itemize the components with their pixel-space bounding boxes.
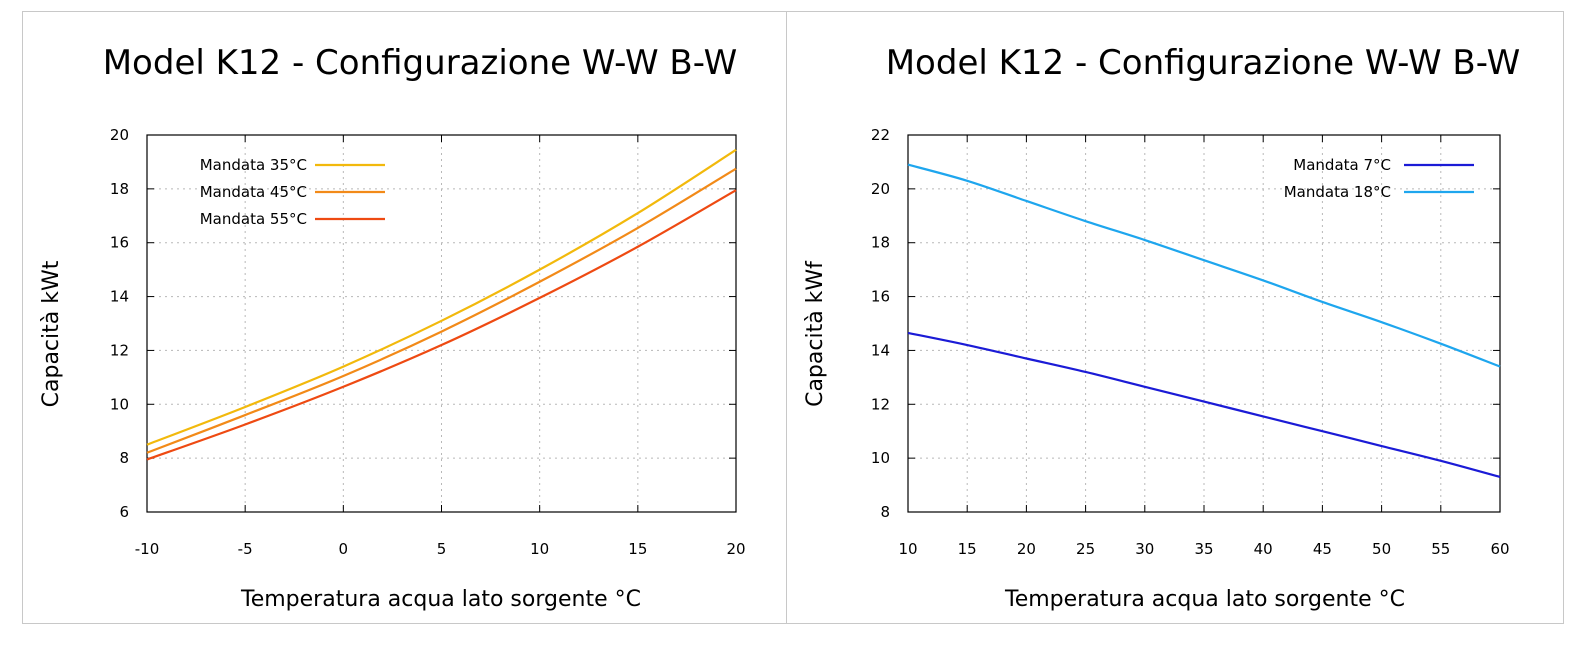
left-xtick-label: 15 bbox=[628, 540, 647, 558]
left-ytick-label: 12 bbox=[110, 341, 129, 359]
chart-panel-left: Model K12 - Configurazione W-W B-W -10 -5 0… bbox=[22, 11, 787, 624]
right-ytick-label: 20 bbox=[871, 180, 890, 198]
left-xtick-label: 5 bbox=[437, 540, 447, 558]
left-ytick-label: 14 bbox=[110, 288, 129, 306]
left-legend-label: Mandata 55°C bbox=[200, 210, 307, 228]
left-plot-frame bbox=[146, 134, 737, 513]
right-xtick-label: 15 bbox=[958, 540, 977, 558]
left-legend-label: Mandata 35°C bbox=[200, 156, 307, 174]
right-xtick-label: 55 bbox=[1431, 540, 1450, 558]
right-ytick-label: 10 bbox=[871, 449, 890, 467]
right-xtick-label: 60 bbox=[1490, 540, 1509, 558]
right-ytick-label: 18 bbox=[871, 234, 890, 252]
right-plot-frame bbox=[907, 134, 1501, 513]
left-xtick-label: 20 bbox=[726, 540, 745, 558]
right-legend-label: Mandata 7°C bbox=[1293, 156, 1391, 174]
left-legend-label: Mandata 45°C bbox=[200, 183, 307, 201]
right-y-axis-label: Capacità kWf bbox=[803, 260, 828, 407]
left-series-line-mandata-55-c bbox=[146, 189, 737, 461]
right-ytick-label: 12 bbox=[871, 395, 890, 413]
right-xtick-label: 45 bbox=[1313, 540, 1332, 558]
right-xtick-label: 30 bbox=[1135, 540, 1154, 558]
right-xtick-label: 40 bbox=[1254, 540, 1273, 558]
left-xtick-label: -5 bbox=[238, 540, 253, 558]
right-xtick-label: 20 bbox=[1017, 540, 1036, 558]
left-series-line-mandata-35-c bbox=[146, 148, 737, 446]
left-ytick-label: 6 bbox=[119, 503, 129, 521]
right-xtick-label: 35 bbox=[1194, 540, 1213, 558]
right-series-line-mandata-7-c bbox=[907, 331, 1501, 479]
right-series-line-mandata-18-c bbox=[907, 163, 1501, 368]
right-xtick-label: 25 bbox=[1076, 540, 1095, 558]
right-xtick-label: 50 bbox=[1372, 540, 1391, 558]
left-ytick-label: 10 bbox=[110, 395, 129, 413]
left-xtick-label: 0 bbox=[339, 540, 349, 558]
left-ytick-label: 20 bbox=[110, 126, 129, 144]
chart-right: Model K12 - Configurazione W-W B-W 10 15 20… bbox=[803, 43, 1521, 612]
left-xtick-label: 10 bbox=[530, 540, 549, 558]
left-series-line-mandata-45-c bbox=[146, 167, 737, 454]
right-x-axis-label: Temperatura acqua lato sorgente °C bbox=[1004, 587, 1405, 612]
chart-panel-right: Model K12 - Configurazione W-W B-W 10 15 20… bbox=[786, 11, 1564, 624]
chart-left: Model K12 - Configurazione W-W B-W -10 -5 0… bbox=[39, 43, 746, 612]
right-ytick-label: 8 bbox=[880, 503, 890, 521]
left-ytick-label: 8 bbox=[119, 449, 129, 467]
right-ytick-label: 22 bbox=[871, 126, 890, 144]
left-y-axis-label: Capacità kWt bbox=[39, 260, 64, 407]
right-chart-title: Model K12 - Configurazione W-W B-W bbox=[886, 43, 1521, 83]
left-ytick-label: 16 bbox=[110, 234, 129, 252]
right-ytick-label: 14 bbox=[871, 341, 890, 359]
right-xtick-label: 10 bbox=[898, 540, 917, 558]
left-chart-title: Model K12 - Configurazione W-W B-W bbox=[103, 43, 738, 83]
left-ytick-label: 18 bbox=[110, 180, 129, 198]
left-x-axis-label: Temperatura acqua lato sorgente °C bbox=[240, 587, 641, 612]
right-ytick-label: 16 bbox=[871, 288, 890, 306]
left-xtick-label: -10 bbox=[135, 540, 160, 558]
right-legend-label: Mandata 18°C bbox=[1284, 183, 1391, 201]
